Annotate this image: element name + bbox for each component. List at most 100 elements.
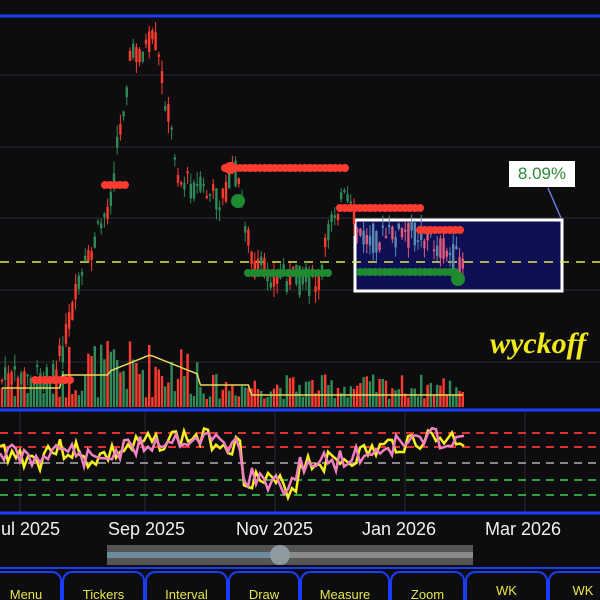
volume-bar — [119, 372, 122, 407]
volume-bar — [333, 397, 336, 407]
candle — [288, 270, 292, 285]
measure-button[interactable]: Measure — [300, 571, 390, 600]
candle — [122, 111, 125, 117]
volume-bar — [228, 390, 231, 407]
date-label: Jul 2025 — [0, 519, 61, 539]
volume-bar — [292, 377, 295, 407]
candle — [180, 182, 183, 185]
volume-bar — [285, 375, 288, 407]
candle — [324, 237, 327, 247]
volume-bar — [128, 341, 132, 407]
volume-bar — [183, 375, 186, 407]
volume-bar — [400, 375, 404, 407]
volume-bar — [324, 374, 327, 407]
volume-bar — [340, 392, 343, 407]
menu-button[interactable]: Menu — [0, 571, 62, 600]
candle — [263, 258, 266, 273]
resistance-marker — [121, 181, 129, 189]
volume-bar — [4, 388, 7, 407]
date-label: Mar 2026 — [485, 519, 562, 539]
candle — [461, 258, 464, 269]
candle — [52, 363, 55, 380]
volume-bar — [202, 393, 205, 407]
candle — [404, 229, 407, 232]
support-marker — [324, 269, 332, 277]
date-label: Nov 2025 — [236, 519, 314, 539]
wk-button[interactable]: WK — [465, 571, 548, 600]
candle — [196, 184, 199, 187]
volume-bar — [448, 380, 452, 407]
candle — [407, 222, 410, 248]
candle — [308, 276, 311, 296]
signal-dot — [231, 194, 245, 208]
volume-bar — [378, 379, 381, 407]
price-chart[interactable] — [0, 0, 600, 515]
volume-bar — [80, 390, 84, 407]
volume-bar — [39, 388, 42, 407]
candle — [164, 106, 167, 111]
volume-bar — [170, 361, 173, 407]
candle — [356, 228, 359, 233]
candle — [109, 191, 112, 206]
candle — [218, 207, 221, 211]
volume-bar — [186, 353, 189, 407]
candle — [7, 373, 10, 389]
date-label: Sep 2025 — [108, 519, 186, 539]
timeline-scrollbar[interactable] — [107, 545, 473, 565]
candle — [36, 365, 39, 368]
volume-bar — [167, 382, 170, 407]
volume-bar — [311, 380, 314, 407]
draw-button[interactable]: Draw — [228, 571, 300, 600]
volume-bar — [42, 393, 45, 407]
volume-bar — [253, 380, 256, 407]
candle — [413, 222, 416, 246]
candle — [330, 214, 333, 222]
volume-bar — [272, 388, 276, 407]
measure-percent-label: 8.09% — [509, 161, 575, 187]
candle — [80, 271, 84, 276]
candle — [448, 252, 452, 256]
volume-bar — [135, 363, 138, 407]
candle — [106, 206, 109, 220]
volume-bar — [112, 349, 116, 407]
volume-bar — [215, 374, 218, 407]
volume-bar — [356, 385, 359, 407]
volume-bar — [48, 382, 52, 407]
volume-bar — [74, 390, 77, 407]
volume-bar — [23, 379, 26, 407]
candle — [346, 194, 349, 202]
wk-button-2[interactable]: WK — [548, 571, 600, 600]
volume-bar — [154, 366, 157, 407]
volume-bar — [199, 386, 202, 407]
candle — [272, 270, 276, 287]
volume-bar — [461, 392, 464, 407]
volume-bar — [330, 380, 333, 407]
candle — [205, 195, 208, 199]
volume-bar — [442, 378, 445, 407]
candle — [29, 378, 32, 391]
candle — [167, 104, 170, 122]
volume-bar — [176, 378, 180, 407]
candle — [68, 312, 71, 329]
candle — [148, 31, 151, 52]
zoom-button[interactable]: Zoom — [390, 571, 465, 600]
volume-bar — [180, 349, 183, 407]
volume-bar — [20, 387, 23, 407]
resistance-marker — [416, 204, 424, 212]
candle — [128, 51, 132, 61]
volume-bar — [445, 394, 448, 407]
volume-bar — [458, 391, 461, 407]
candle — [362, 230, 365, 245]
tickers-button[interactable]: Tickers — [62, 571, 145, 600]
candle — [445, 250, 448, 257]
scrollbar-thumb[interactable] — [270, 545, 290, 565]
candle — [61, 346, 64, 363]
volume-bar — [45, 377, 48, 407]
candle — [45, 367, 48, 386]
interval-button[interactable]: Interval — [145, 571, 228, 600]
candle — [192, 182, 196, 199]
volume-bar — [16, 385, 20, 407]
candle — [391, 226, 394, 240]
candle — [26, 374, 29, 377]
candle — [375, 230, 378, 253]
